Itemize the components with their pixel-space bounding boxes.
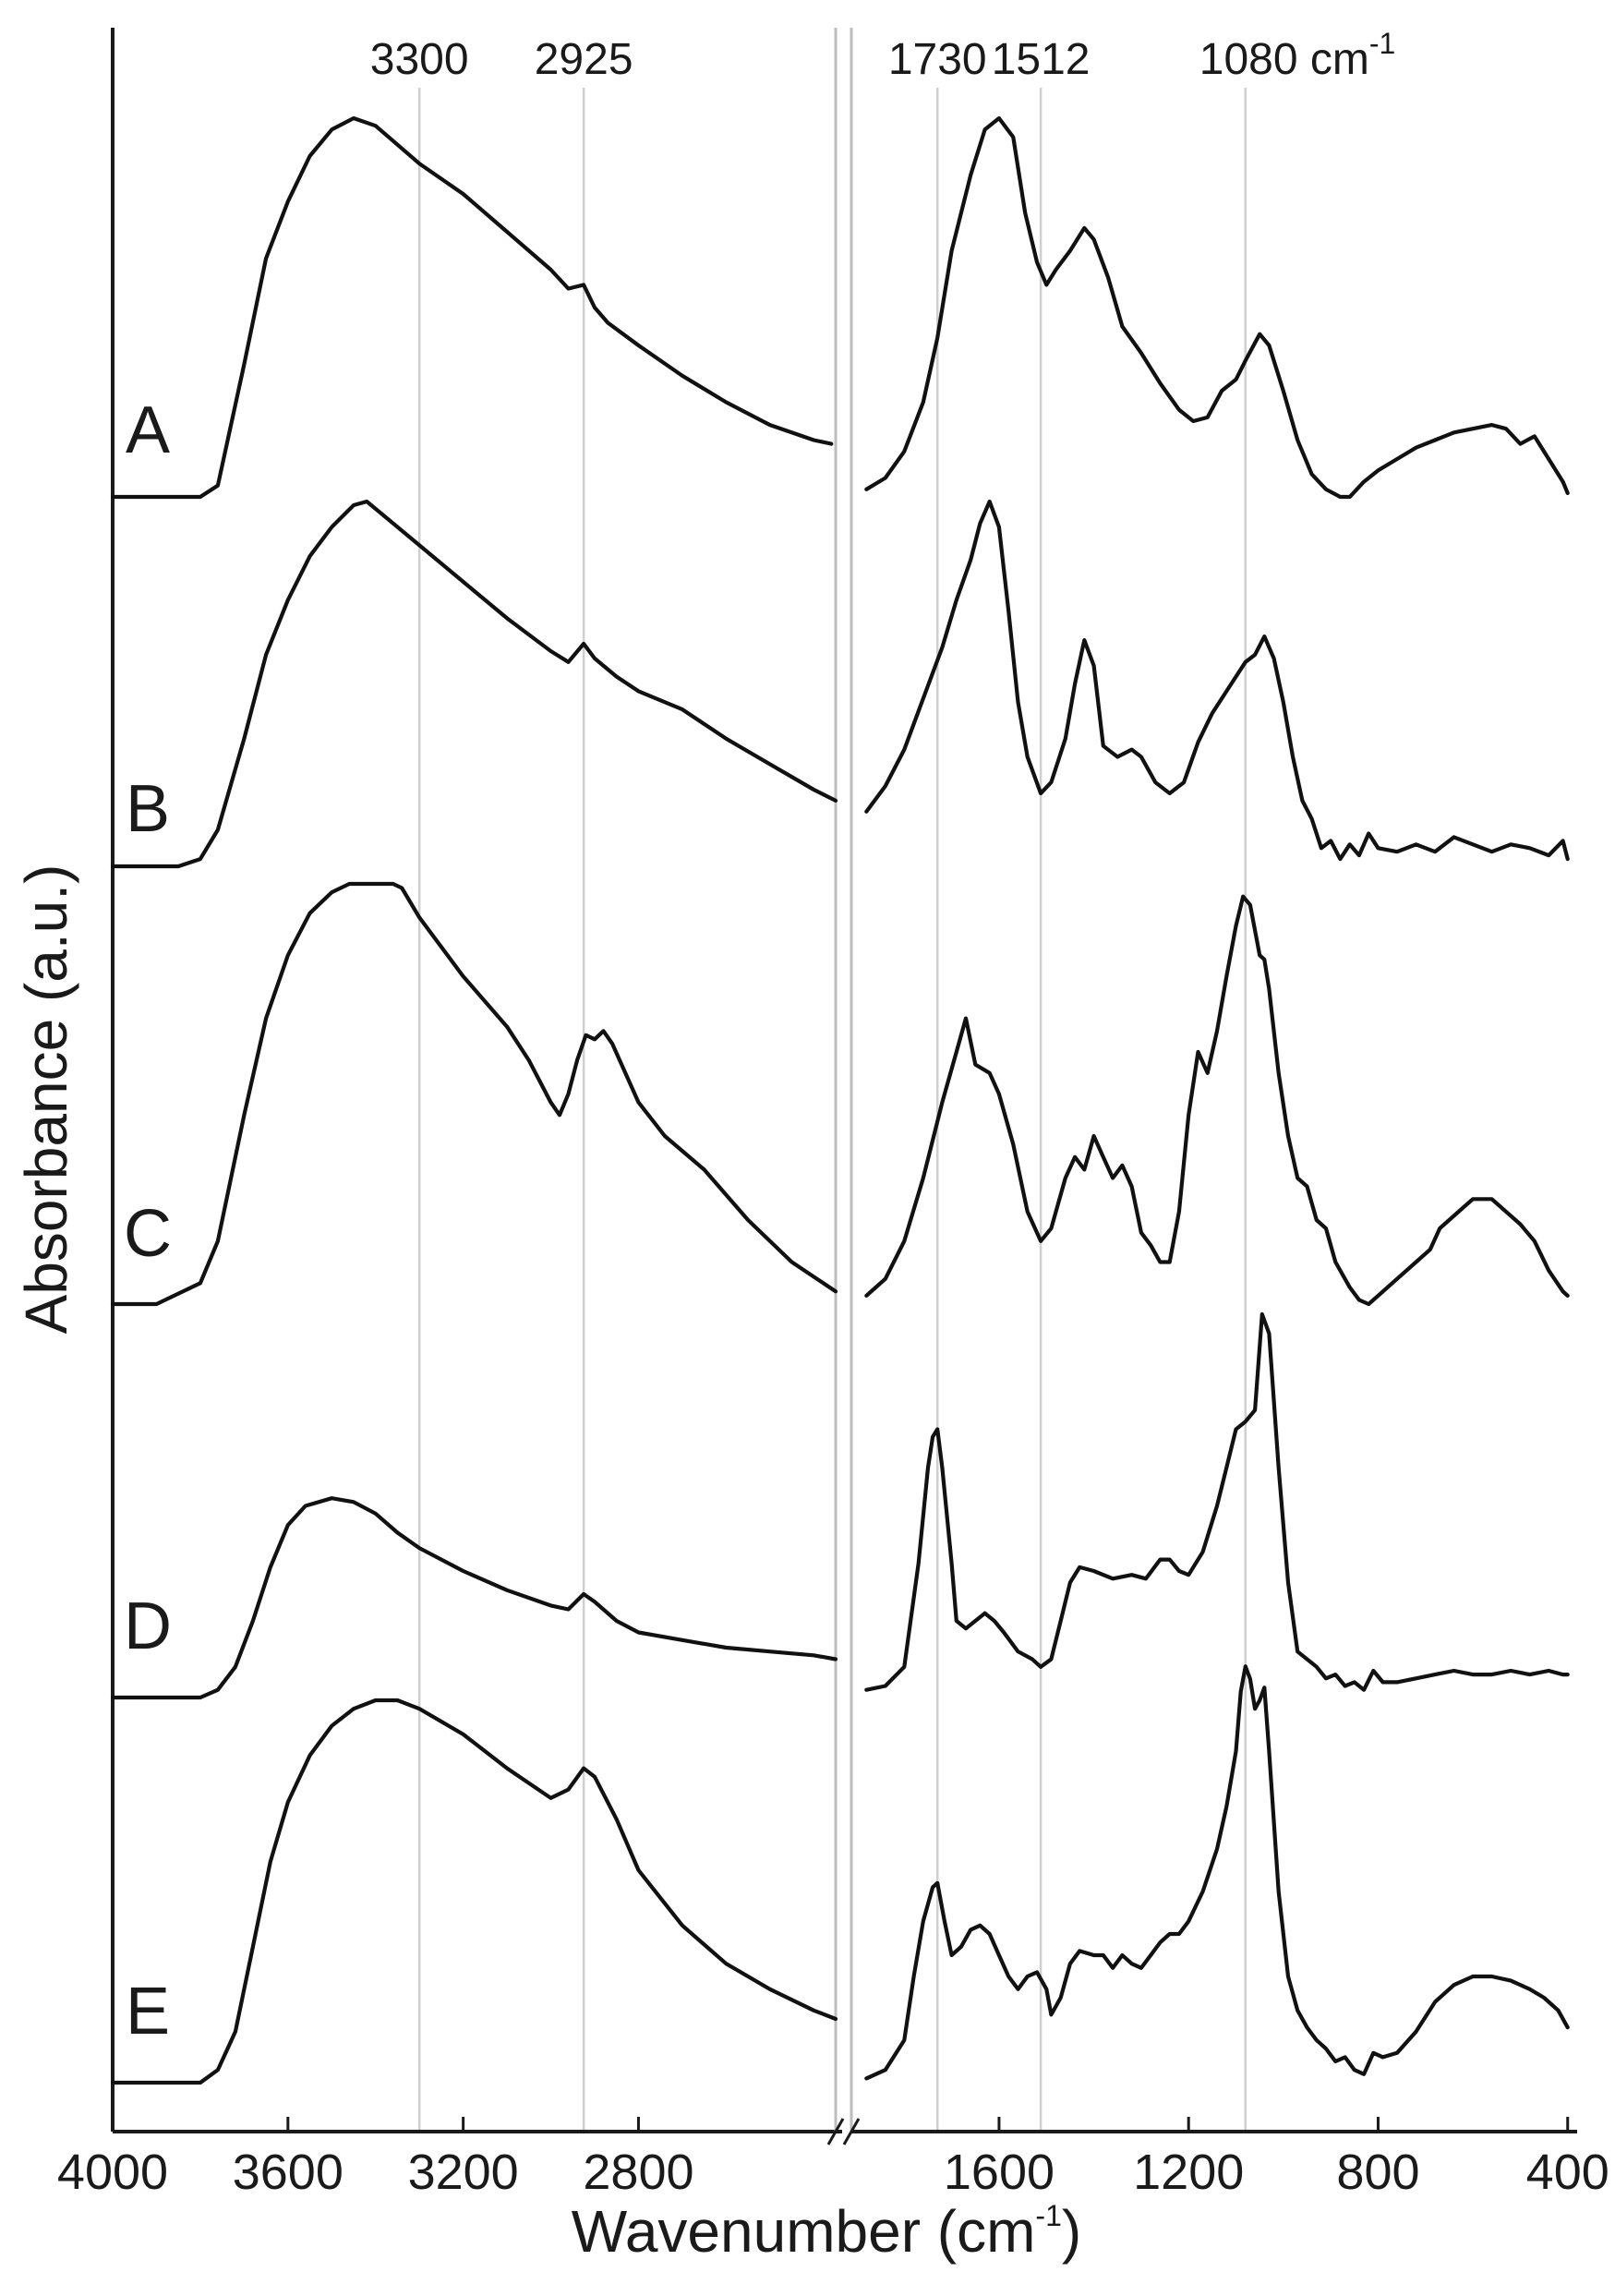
x-tick-label: 3600 (233, 2145, 343, 2200)
spectrum-C-region-2 (864, 894, 1570, 1307)
peak-label-text: 1512 (992, 35, 1091, 84)
spectrum-label-D: D (124, 1589, 172, 1663)
peak-label-sup: -1 (1369, 27, 1395, 60)
peak-label-1730: 1730 (888, 35, 987, 84)
spectrum-B-region-2 (864, 499, 1570, 862)
peak-label-text: 1730 (888, 35, 987, 84)
x-tick-label: 4000 (57, 2145, 168, 2200)
peak-label-text: 2925 (535, 35, 633, 84)
x-tick-label: 2800 (583, 2145, 693, 2200)
x-tick-label: 3200 (408, 2145, 519, 2200)
x-axis-title-sup: -1 (1035, 2199, 1061, 2232)
x-tick-labels: 4000 3600 3200 2800 1600 1200 800 400 (57, 2117, 1609, 2200)
spectrum-A-region-2 (864, 115, 1570, 500)
spectra: A B C D E (110, 115, 1570, 2085)
peak-marker-lines (417, 88, 1247, 2132)
peak-label-text: 3300 (370, 35, 469, 84)
spectrum-E-region-1 (110, 1698, 838, 2085)
peak-label-1080: 1080 cm-1 (1199, 27, 1396, 84)
x-tick-label: 1600 (944, 2145, 1055, 2200)
axes (111, 28, 1577, 2145)
spectrum-A-region-1 (110, 115, 834, 500)
peak-label-1512: 1512 (992, 35, 1091, 84)
x-axis-title-main: Wavenumber (cm (572, 2198, 1036, 2265)
axis-break-slash-2 (842, 2118, 861, 2145)
spectrum-label-A: A (126, 393, 170, 467)
x-tick-label: 800 (1336, 2145, 1419, 2200)
x-tick-label: 400 (1526, 2145, 1609, 2200)
spectrum-C: C (110, 881, 1570, 1307)
spectrum-D-region-1 (110, 1496, 838, 1700)
spectrum-D: D (110, 1311, 1570, 1700)
x-axis-title: Wavenumber (cm-1) (572, 2198, 1081, 2265)
peak-labels: 3300 2925 1730 1512 1080 cm-1 (370, 27, 1396, 84)
spectrum-D-region-2 (864, 1311, 1570, 1692)
x-axis-title-end: ) (1062, 2198, 1081, 2265)
spectrum-E-region-2 (864, 1664, 1570, 2081)
spectrum-E: E (110, 1664, 1570, 2085)
spectrum-B: B (110, 499, 1570, 869)
spectrum-label-B: B (126, 772, 170, 846)
axis-break-slash-1 (826, 2118, 845, 2145)
y-axis-title: Absorbance (a.u.) (13, 864, 79, 1335)
spectrum-A: A (110, 115, 1570, 500)
spectrum-label-C: C (124, 1197, 172, 1271)
spectrum-label-E: E (126, 1975, 170, 2048)
x-tick-label: 1200 (1133, 2145, 1244, 2200)
peak-label-3300: 3300 (370, 35, 469, 84)
spectrum-C-region-1 (110, 881, 838, 1307)
peak-label-2925: 2925 (535, 35, 633, 84)
peak-label-text: 1080 cm (1199, 35, 1369, 84)
spectrum-B-region-1 (110, 499, 838, 869)
